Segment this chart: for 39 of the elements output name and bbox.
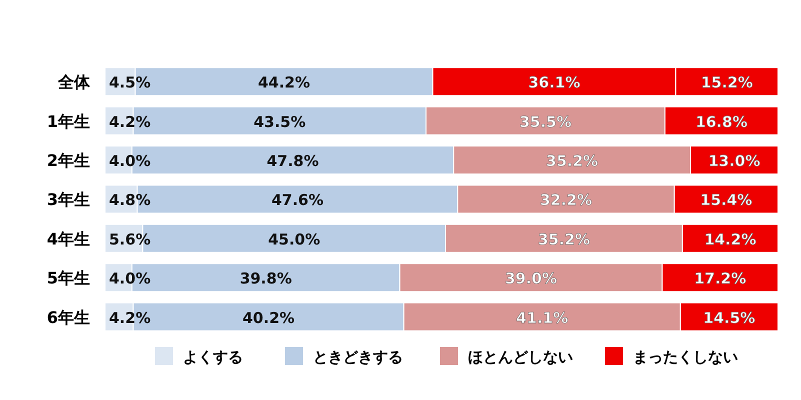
data-label: 35.5% [519, 112, 572, 131]
data-label: 43.5% [254, 112, 306, 131]
data-label: 36.1% [528, 74, 580, 92]
data-label: 45.0% [268, 230, 320, 248]
y-tick-label: 全体 [57, 72, 91, 92]
data-label: 14.2% [704, 230, 756, 248]
y-tick-label: 6年生 [46, 308, 90, 327]
legend-label: まったくしない [633, 348, 738, 366]
data-label: 15.4% [700, 191, 752, 210]
data-label: 47.6% [271, 191, 324, 210]
data-label: 13.0% [708, 152, 760, 170]
data-label: 44.2% [258, 74, 310, 92]
legend-label: よくする [183, 348, 243, 366]
y-tick-label: 3年生 [46, 190, 90, 210]
data-label: 14.5% [703, 308, 756, 327]
data-label: 35.2% [546, 152, 598, 170]
legend-label: ほとんどしない [468, 348, 573, 366]
data-label: 32.2% [540, 191, 592, 210]
data-label: 15.2% [700, 74, 753, 92]
data-label: 4.2% [109, 112, 151, 131]
y-tick-label: 5年生 [46, 268, 90, 288]
data-label: 16.8% [695, 112, 748, 131]
data-label: 4.0% [109, 152, 151, 170]
data-label: 4.8% [109, 191, 151, 210]
data-label: 39.0% [504, 270, 558, 288]
y-tick-label: 2年生 [46, 151, 90, 170]
y-tick-label: 4年生 [46, 229, 90, 248]
data-label: 4.2% [109, 308, 151, 327]
data-label: 4.5% [109, 74, 151, 92]
data-label: 35.2% [538, 230, 590, 248]
data-label: 40.2% [242, 308, 295, 327]
legend-label: ときどきする [313, 348, 403, 366]
data-label: 5.6% [109, 230, 151, 248]
data-label: 4.0% [109, 270, 151, 288]
data-label: 17.2% [694, 270, 746, 288]
y-tick-label: 1年生 [46, 112, 90, 131]
data-label: 47.8% [266, 152, 319, 170]
data-label: 39.8% [240, 270, 292, 288]
data-label: 41.1% [516, 308, 568, 327]
